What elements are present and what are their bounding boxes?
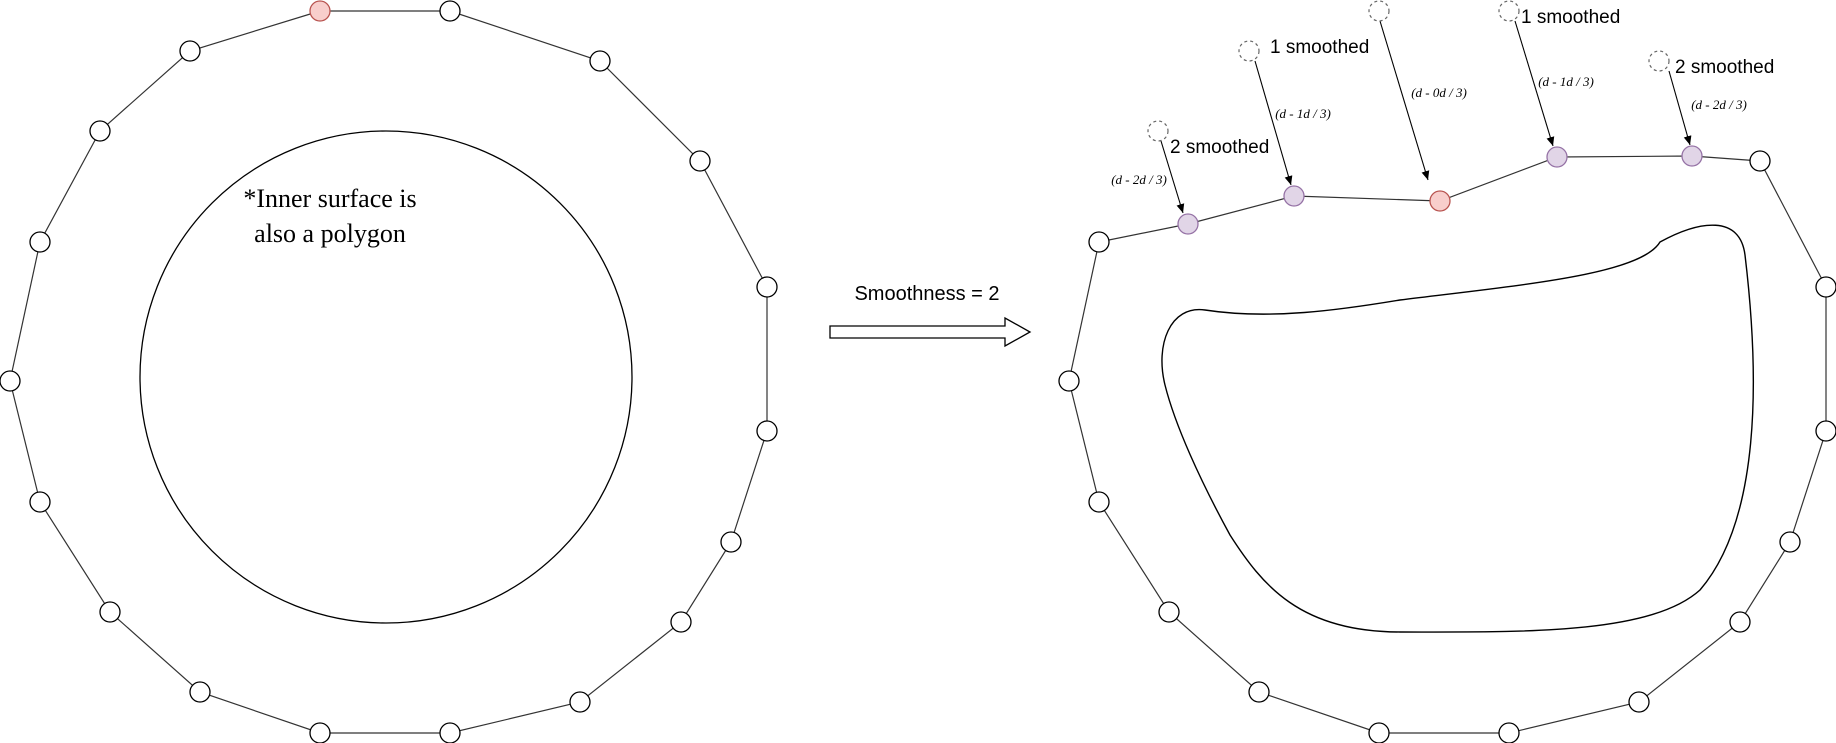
smoothed-vertex [1681, 145, 1703, 167]
vertex [309, 722, 331, 743]
vertex [1158, 601, 1180, 623]
vertex [756, 420, 778, 442]
inner-surface-note-line1: *Inner surface is [243, 184, 416, 213]
vertex [1058, 370, 1080, 392]
ghost-vertex [1147, 120, 1169, 142]
vertex [29, 231, 51, 253]
vertex [1088, 231, 1110, 253]
displacement-formula: (d - 1d / 3) [1275, 106, 1331, 121]
displacement-arrow [1514, 20, 1555, 147]
smoothed-outer-polygon-edges [1068, 155, 1827, 734]
vertex [1815, 420, 1836, 442]
inner-surface-note-line2: also a polygon [254, 219, 406, 248]
ghost-vertex [1238, 40, 1260, 62]
original-vertices [0, 0, 778, 743]
smoothed-vertex [1283, 185, 1305, 207]
vertex [569, 691, 591, 713]
ghost-vertex [1368, 0, 1390, 22]
smoothed-label: 2 smoothed [1170, 137, 1269, 158]
smoothed-highlight-vertices [1177, 145, 1703, 235]
vertex [1498, 722, 1520, 743]
vertex [99, 601, 121, 623]
vertex [670, 611, 692, 633]
vertex [29, 491, 51, 513]
right-arrow-icon [829, 316, 1032, 348]
highlighted-vertex [1429, 190, 1451, 212]
smoothed-label: 2 smoothed [1675, 57, 1774, 78]
vertex [1088, 491, 1110, 513]
displacement-arrow [1668, 70, 1692, 146]
original-outer-polygon-edges [9, 10, 768, 734]
smoothed-inner-surface [1161, 224, 1755, 633]
vertex [1729, 611, 1751, 633]
ghost-vertex [1648, 50, 1670, 72]
smoothed-vertex [1546, 146, 1568, 168]
vertex [0, 370, 21, 392]
smoothed-label: 1 smoothed [1270, 37, 1369, 58]
vertex [1628, 691, 1650, 713]
displacement-arrows [1160, 20, 1692, 214]
displacement-formula: (d - 0d / 3) [1411, 85, 1467, 100]
ghost-vertex [1498, 0, 1520, 22]
vertex [1779, 531, 1801, 553]
displacement-formula: (d - 2d / 3) [1691, 97, 1747, 112]
vertex [689, 150, 711, 172]
smoothed-vertices [1058, 150, 1836, 743]
ghost-vertices [1147, 0, 1670, 142]
smoothed-polygon: (d - 2d / 3) (d - 1d / 3) (d - 0d / 3) (… [1058, 0, 1836, 743]
vertex [589, 50, 611, 72]
vertex [1749, 150, 1771, 172]
smoothed-vertex [1177, 213, 1199, 235]
displacement-formulas: (d - 2d / 3) (d - 1d / 3) (d - 0d / 3) (… [1111, 74, 1747, 187]
vertex [756, 276, 778, 298]
vertex [439, 0, 461, 22]
displacement-formula: (d - 1d / 3) [1538, 74, 1594, 89]
displacement-arrow [1379, 20, 1430, 181]
smoothness-label: Smoothness = 2 [854, 283, 999, 305]
vertex [189, 681, 211, 703]
vertex [179, 40, 201, 62]
vertex [89, 120, 111, 142]
vertex [1815, 276, 1836, 298]
original-polygon: *Inner surface is also a polygon [0, 0, 778, 743]
vertex [1248, 681, 1270, 703]
highlighted-vertex [309, 0, 331, 22]
transformation: Smoothness = 2 [829, 283, 1032, 348]
vertex [439, 722, 461, 743]
displacement-formula: (d - 2d / 3) [1111, 172, 1167, 187]
displacement-arrow [1160, 140, 1185, 214]
original-inner-circle [139, 130, 633, 624]
smoothed-label: 1 smoothed [1521, 7, 1620, 28]
vertex [1368, 722, 1390, 743]
vertex [720, 531, 742, 553]
displacement-arrow [1254, 60, 1293, 186]
smoothed-labels: 2 smoothed 1 smoothed 1 smoothed 2 smoot… [1170, 7, 1774, 158]
